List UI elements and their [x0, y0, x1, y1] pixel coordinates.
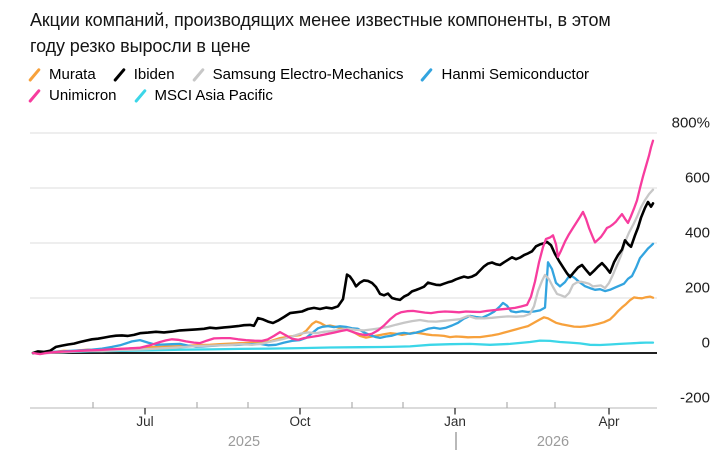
- chart-title-line-2: году резко выросли в цене: [30, 36, 251, 56]
- legend-marker-murata-icon: [28, 67, 41, 81]
- series-line-msci-asia-pacific: [31, 339, 655, 355]
- legend-label-murata: Murata: [49, 66, 96, 83]
- x-tick-label-oct: Oct: [289, 414, 310, 429]
- legend-item-murata: Murata: [28, 66, 96, 83]
- legend-label-ibiden: Ibiden: [133, 66, 175, 83]
- legend-row-1: Murata Ibiden Samsung Electro-Mechanics Han…: [28, 64, 708, 85]
- legend-label-samsung-electro-mechanics: Samsung Electro-Mechanics: [212, 66, 404, 83]
- series-line-ibiden: [31, 200, 655, 355]
- chart-title: Акции компаний, производящих менее извес…: [30, 7, 702, 59]
- legend-label-unimicron: Unimicron: [49, 87, 117, 104]
- x-tick-label-jan: Jan: [444, 414, 466, 429]
- series-line-unimicron: [31, 139, 655, 356]
- year-label-2026: 2026: [537, 434, 569, 450]
- y-tick-label-800: 800%: [672, 115, 710, 132]
- legend-item-hanmi-semiconductor: Hanmi Semiconductor: [420, 66, 589, 83]
- series-line-hanmi-semiconductor: [31, 242, 655, 355]
- legend-marker-samsung-electro-mechanics-icon: [192, 67, 204, 81]
- legend-marker-unimicron-icon: [28, 88, 41, 102]
- chart-legend: Murata Ibiden Samsung Electro-Mechanics Han…: [28, 64, 708, 106]
- series-line-samsung-electro-mechanics: [31, 188, 655, 355]
- x-tick-label-jul: Jul: [136, 414, 153, 429]
- legend-label-hanmi-semiconductor: Hanmi Semiconductor: [441, 66, 590, 83]
- year-label-2025: 2025: [228, 434, 260, 450]
- legend-marker-msci-asia-pacific-icon: [134, 88, 146, 102]
- y-tick-label-0: 0: [702, 335, 710, 352]
- y-tick-label-600: 600: [685, 170, 710, 187]
- legend-row-2: Unimicron MSCI Asia Pacific: [28, 85, 708, 106]
- y-tick-label--200: -200: [680, 390, 710, 407]
- legend-label-msci-asia-pacific: MSCI Asia Pacific: [154, 87, 273, 104]
- legend-marker-ibiden-icon: [113, 67, 125, 81]
- y-tick-label-200: 200: [685, 280, 710, 297]
- legend-marker-hanmi-semiconductor-icon: [421, 67, 433, 81]
- y-tick-label-400: 400: [685, 225, 710, 242]
- legend-item-unimicron: Unimicron: [28, 87, 117, 104]
- x-tick-label-apr: Apr: [598, 414, 620, 429]
- legend-item-msci-asia-pacific: MSCI Asia Pacific: [134, 87, 273, 104]
- chart-title-line-1: Акции компаний, производящих менее извес…: [30, 10, 611, 30]
- series-line-murata: [31, 295, 655, 355]
- legend-item-ibiden: Ibiden: [113, 66, 175, 83]
- legend-item-samsung-electro-mechanics: Samsung Electro-Mechanics: [192, 66, 404, 83]
